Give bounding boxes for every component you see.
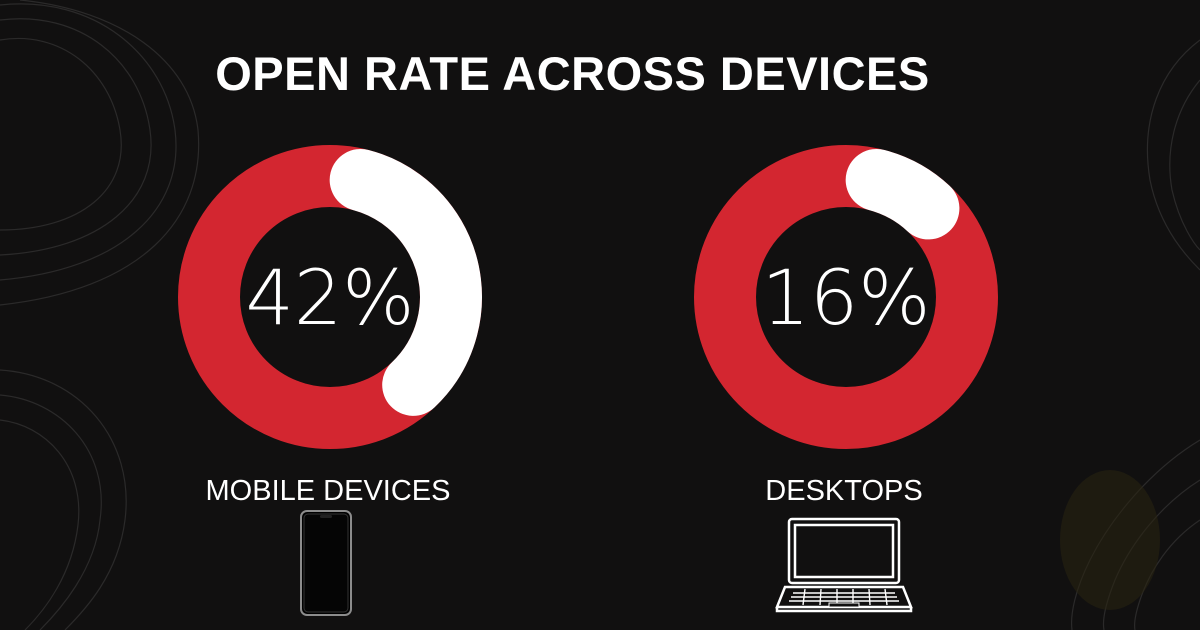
donut-chart-mobile: 42% [178, 145, 482, 449]
laptop-icon [775, 517, 913, 613]
donut-value-arc-mobile [178, 145, 482, 449]
percentage-label-mobile: 42% [246, 253, 415, 342]
category-label-desktop: DESKTOPS [765, 475, 923, 507]
donut-value-arc-desktop [694, 145, 998, 449]
page-title: OPEN RATE ACROSS DEVICES [215, 47, 930, 100]
donut-chart-desktop: 16% [694, 145, 998, 449]
category-label-mobile: MOBILE DEVICES [205, 475, 451, 507]
smartphone-icon [300, 510, 352, 616]
percentage-label-desktop: 16% [762, 253, 931, 342]
